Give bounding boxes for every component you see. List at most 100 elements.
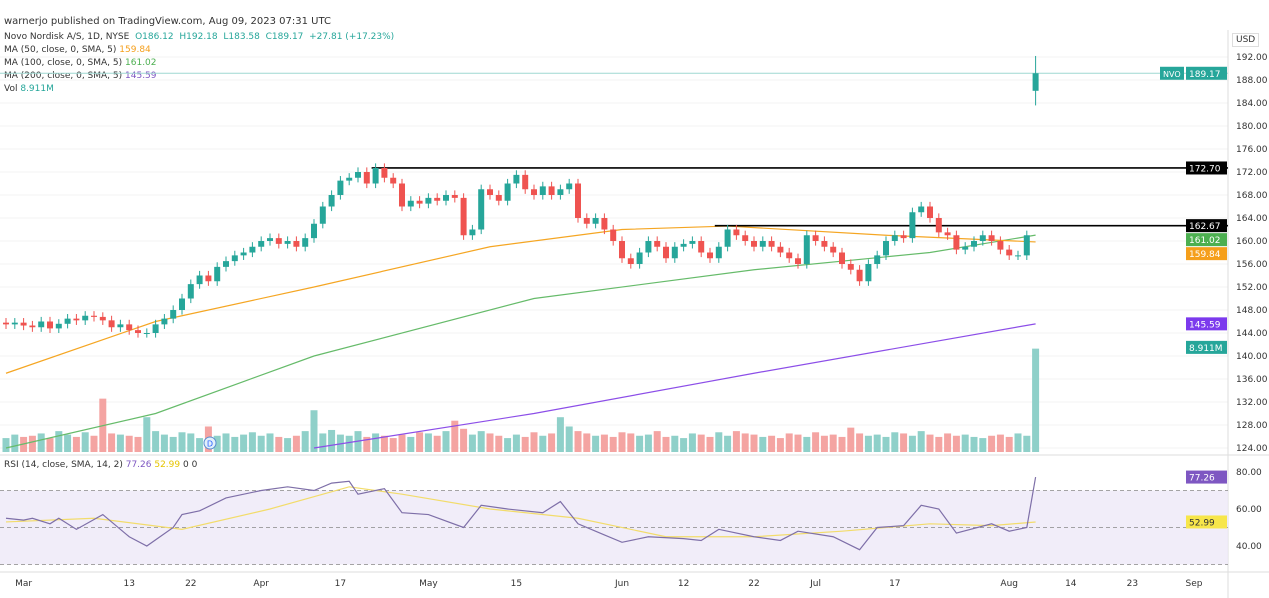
low-value: L183.58 xyxy=(223,32,260,42)
price-tag-bg xyxy=(1186,340,1227,354)
price-axis-label: 172.00 xyxy=(1236,168,1268,178)
candle-body xyxy=(161,318,168,325)
volume-bar xyxy=(688,433,696,452)
candle-body xyxy=(249,246,256,253)
volume-bar xyxy=(768,435,776,452)
volume-bar xyxy=(275,436,283,452)
volume-bar xyxy=(134,436,142,452)
candle-body xyxy=(372,167,379,184)
candle-body xyxy=(1006,249,1013,256)
time-axis-label: 15 xyxy=(511,579,522,589)
candle-body xyxy=(1015,255,1021,257)
high-value: H192.18 xyxy=(179,32,218,42)
volume-bar xyxy=(64,434,72,452)
candle-body xyxy=(214,266,221,282)
price-axis-label: 156.00 xyxy=(1236,260,1268,270)
candle-body xyxy=(856,269,863,282)
time-axis-label: Sep xyxy=(1186,579,1203,589)
candle-body xyxy=(733,229,740,236)
candle-body xyxy=(20,322,27,326)
candle-body xyxy=(311,223,317,239)
volume-bar xyxy=(609,436,617,452)
candle-body xyxy=(38,321,45,328)
level-price-tag: 162.67 xyxy=(1189,222,1221,232)
volume-bar xyxy=(90,435,98,452)
volume-bar xyxy=(1023,435,1031,452)
ma100-line xyxy=(5,234,1036,449)
volume-bar xyxy=(820,435,828,452)
ma100-legend[interactable]: MA (100, close, 0, SMA, 5) 161.02 xyxy=(4,58,157,68)
currency-label[interactable]: USD xyxy=(1232,33,1260,47)
time-axis-label: Mar xyxy=(15,579,32,589)
candle-body xyxy=(997,241,1004,250)
candle-body xyxy=(495,195,502,201)
candle-body xyxy=(680,243,687,247)
candle-body xyxy=(302,238,309,247)
price-tag-bg xyxy=(1186,66,1227,80)
volume-bar xyxy=(213,435,221,452)
volume-bar xyxy=(284,438,292,452)
candle-body xyxy=(478,189,485,230)
candle-body xyxy=(566,183,573,190)
candle-body xyxy=(751,241,757,247)
candle-body xyxy=(108,320,115,328)
candle-body xyxy=(240,252,247,256)
change-value: +27.81 (+17.23%) xyxy=(309,32,395,42)
candle-body xyxy=(830,246,837,253)
volume-bar xyxy=(468,434,476,452)
candle-body xyxy=(900,235,907,239)
time-axis-label: Jul xyxy=(809,579,821,589)
volume-bar xyxy=(72,436,80,452)
volume-bar xyxy=(55,431,63,452)
volume-bar xyxy=(11,434,19,452)
dividend-marker-label: D xyxy=(207,440,213,449)
candle-body xyxy=(381,167,388,178)
symbol-tag: NVO xyxy=(1163,70,1181,79)
candle-body xyxy=(812,235,819,241)
candle-body xyxy=(451,195,458,198)
candle-body xyxy=(346,177,353,181)
time-axis-label: 17 xyxy=(889,579,900,589)
rsi-legend[interactable]: RSI (14, close, SMA, 14, 2) 77.26 52.99 … xyxy=(4,460,198,470)
open-value: O186.12 xyxy=(135,32,174,42)
rsi-sma-line xyxy=(5,486,1036,538)
volume-bar xyxy=(926,434,934,452)
volume-bar xyxy=(257,435,265,452)
candle-body xyxy=(11,322,18,325)
candle-body xyxy=(971,241,977,247)
candle-body xyxy=(487,189,493,195)
volume-bar xyxy=(116,434,124,452)
candle-body xyxy=(689,241,696,244)
symbol-line: Novo Nordisk A/S, 1D, NYSE O186.12 H192.… xyxy=(4,32,395,42)
volume-bar xyxy=(178,432,186,452)
volume-bar xyxy=(240,434,248,452)
volume-bar xyxy=(935,436,943,452)
time-axis-label: 17 xyxy=(335,579,346,589)
ma200-legend[interactable]: MA (200, close, 0, SMA, 5) 145.59 xyxy=(4,71,157,81)
price-tag: 161.02 xyxy=(1189,236,1221,246)
volume-legend[interactable]: Vol 8.911M xyxy=(4,84,54,94)
time-axis-label: Aug xyxy=(1000,579,1018,589)
price-axis-label: 184.00 xyxy=(1236,99,1268,109)
dividend-marker-icon xyxy=(203,436,217,450)
candle-body xyxy=(407,200,414,207)
volume-bar xyxy=(706,436,714,452)
close-value: C189.17 xyxy=(265,32,304,42)
volume-bar xyxy=(442,431,450,452)
volume-bar xyxy=(882,436,890,452)
candle-body xyxy=(795,258,801,264)
symbol-tag-bg xyxy=(1160,66,1184,80)
publisher-line: warnerjo published on TradingView.com, A… xyxy=(4,16,332,27)
volume-bar xyxy=(187,433,195,452)
ma50-legend[interactable]: MA (50, close, 0, SMA, 5) 159.84 xyxy=(4,45,151,55)
price-axis-label: 128.00 xyxy=(1236,421,1268,431)
volume-bar xyxy=(380,435,388,452)
candle-body xyxy=(539,186,546,195)
volume-bar xyxy=(988,435,996,452)
candle-body xyxy=(645,241,652,253)
candle-body xyxy=(768,241,775,247)
time-axis-label: 23 xyxy=(1127,579,1138,589)
volume-bar xyxy=(583,433,591,452)
candle-body xyxy=(363,172,370,184)
